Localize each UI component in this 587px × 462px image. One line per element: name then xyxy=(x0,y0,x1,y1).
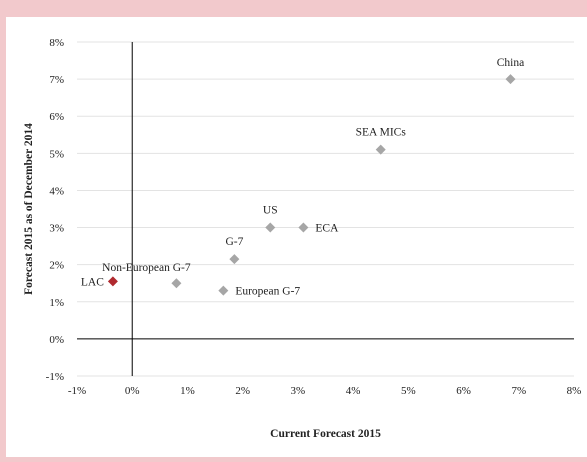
y-tick-label: 6% xyxy=(49,111,64,123)
data-label: US xyxy=(263,205,278,217)
data-point xyxy=(171,278,182,289)
x-tick-label: 2% xyxy=(235,385,250,397)
data-label: Non-European G-7 xyxy=(102,262,191,274)
y-tick-label: 4% xyxy=(49,185,64,197)
point-labels: China SEA MICs US ECA G-7 Non-European G-7 Eur… xyxy=(81,57,524,298)
x-tick-label: 4% xyxy=(346,385,361,397)
data-point xyxy=(229,254,240,265)
y-tick-label: 8% xyxy=(49,37,64,49)
chart-frame: -1% 0% 1% 2% 3% 4% 5% 6% 7% 8% -1% 0% 1% 2% 3% 4% 5% 6% 7%… xyxy=(6,17,587,457)
data-label: G-7 xyxy=(225,236,243,248)
y-tick-label: 3% xyxy=(49,223,64,235)
data-label: LAC xyxy=(81,276,104,288)
data-label: SEA MICs xyxy=(356,127,407,139)
tick-labels: -1% 0% 1% 2% 3% 4% 5% 6% 7% 8% -1% 0% 1% 2% 3% 4% 5% 6% 7%… xyxy=(46,37,582,397)
y-tick-label: -1% xyxy=(46,371,64,383)
y-axis-title: Forecast 2015 as of December 2014 xyxy=(23,123,35,295)
y-tick-label: 5% xyxy=(49,148,64,160)
data-point xyxy=(107,276,118,287)
x-tick-label: 5% xyxy=(401,385,416,397)
axes xyxy=(77,42,574,376)
data-point xyxy=(505,74,516,85)
gridlines xyxy=(77,41,574,377)
x-tick-label: 1% xyxy=(180,385,195,397)
x-axis-title: Current Forecast 2015 xyxy=(270,428,381,440)
data-point xyxy=(265,222,276,233)
x-tick-label: 0% xyxy=(125,385,140,397)
y-tick-label: 7% xyxy=(49,74,64,86)
data-label: ECA xyxy=(315,223,339,235)
data-point xyxy=(298,222,309,233)
x-tick-label: 6% xyxy=(456,385,471,397)
y-tick-label: 0% xyxy=(49,334,64,346)
x-tick-label: 8% xyxy=(567,385,582,397)
x-tick-label: 3% xyxy=(291,385,306,397)
y-tick-label: 2% xyxy=(49,260,64,272)
y-tick-label: 1% xyxy=(49,297,64,309)
data-point xyxy=(375,144,386,155)
x-tick-label: 7% xyxy=(511,385,526,397)
data-label: China xyxy=(497,57,524,69)
data-label: European G-7 xyxy=(235,286,300,298)
data-point xyxy=(218,285,229,296)
x-tick-label: -1% xyxy=(68,385,86,397)
scatter-chart: -1% 0% 1% 2% 3% 4% 5% 6% 7% 8% -1% 0% 1% 2% 3% 4% 5% 6% 7%… xyxy=(23,37,582,440)
data-points xyxy=(107,74,516,296)
